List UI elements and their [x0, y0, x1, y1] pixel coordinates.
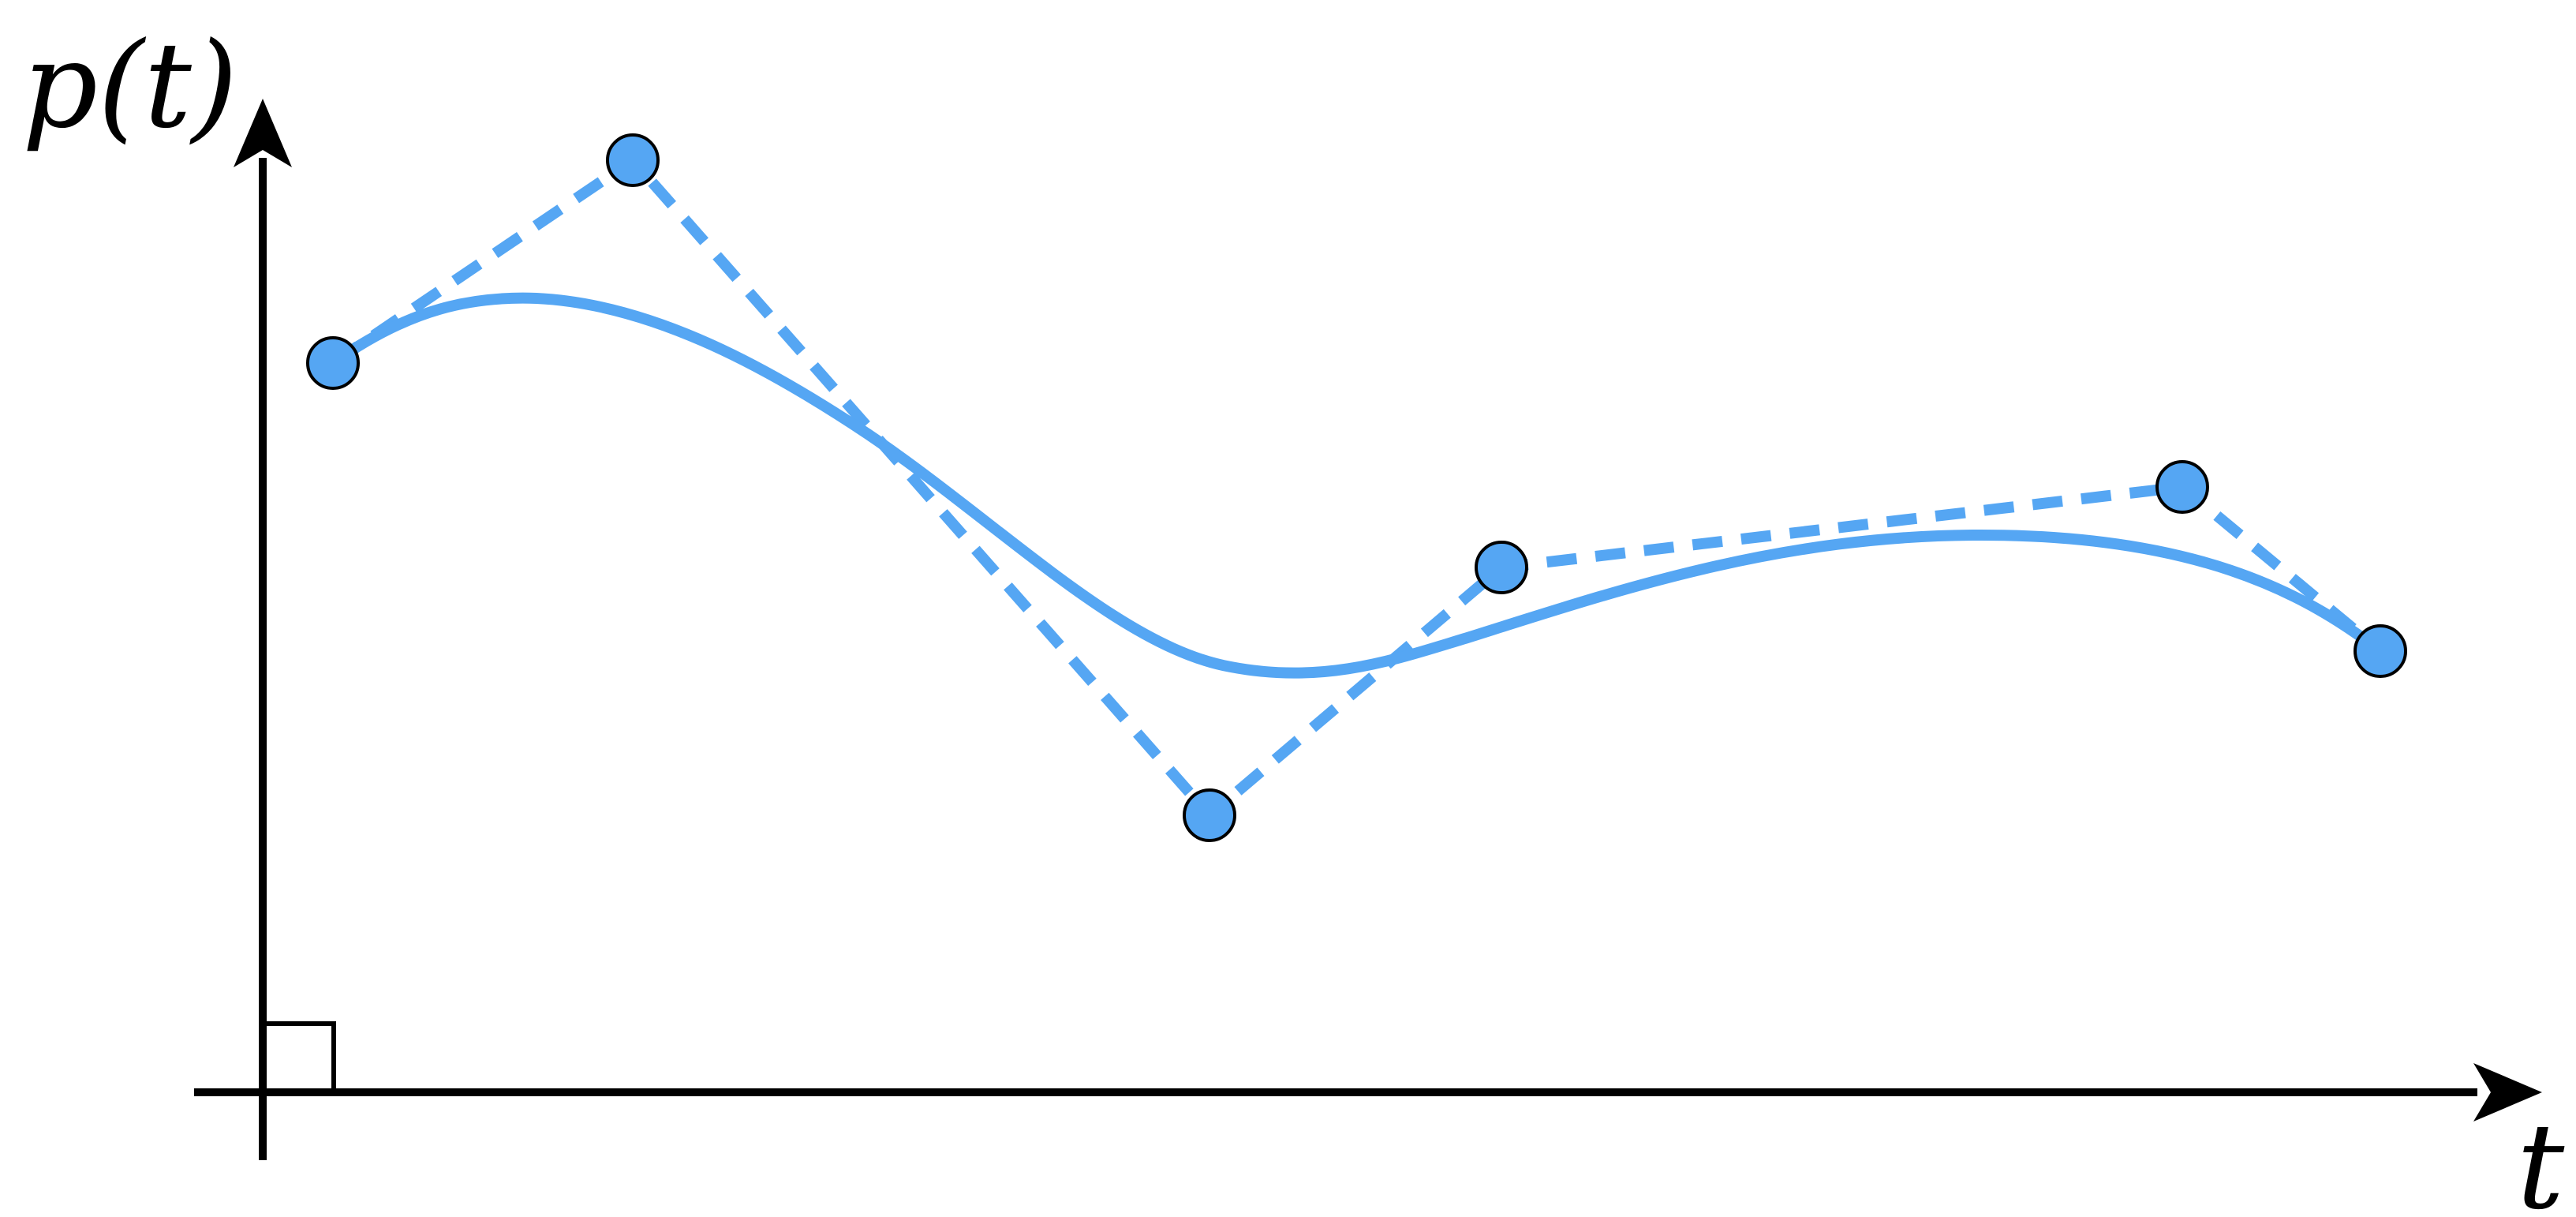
- control-point-1[interactable]: [306, 336, 360, 390]
- x-axis-label: t: [2517, 1099, 2565, 1217]
- x-axis-arrowhead: [2473, 1063, 2542, 1122]
- right-angle-marker: [263, 1021, 336, 1092]
- spline-curve: [327, 292, 2386, 679]
- control-point-4[interactable]: [1475, 541, 1528, 594]
- control-point-6[interactable]: [2354, 624, 2407, 678]
- y-axis-label: p(t): [22, 17, 237, 155]
- control-point-5[interactable]: [2155, 460, 2209, 514]
- y-axis-arrowhead: [234, 99, 292, 167]
- control-point-2[interactable]: [606, 133, 660, 187]
- control-points: [306, 133, 2407, 842]
- control-polygon: [330, 155, 2384, 821]
- axes: [194, 99, 2542, 1160]
- control-point-3[interactable]: [1183, 788, 1236, 842]
